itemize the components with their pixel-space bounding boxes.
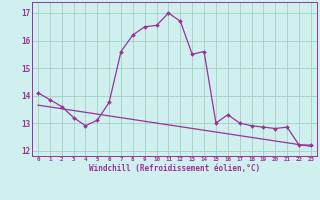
X-axis label: Windchill (Refroidissement éolien,°C): Windchill (Refroidissement éolien,°C) (89, 164, 260, 173)
